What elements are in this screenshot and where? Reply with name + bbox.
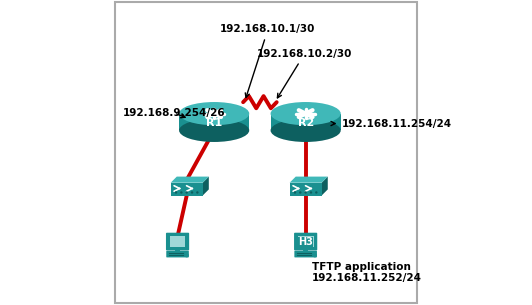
Polygon shape <box>171 177 209 183</box>
Circle shape <box>299 191 302 194</box>
FancyBboxPatch shape <box>294 233 317 250</box>
Ellipse shape <box>179 102 249 125</box>
Text: TFTP application
192.168.11.252/24: TFTP application 192.168.11.252/24 <box>312 262 422 283</box>
Circle shape <box>185 253 189 257</box>
FancyBboxPatch shape <box>289 183 322 196</box>
FancyBboxPatch shape <box>294 251 317 257</box>
Circle shape <box>175 191 177 194</box>
Circle shape <box>315 191 318 194</box>
FancyBboxPatch shape <box>175 249 180 253</box>
Text: 192.168.9.254/26: 192.168.9.254/26 <box>123 108 225 118</box>
Ellipse shape <box>271 102 340 125</box>
Circle shape <box>180 191 182 194</box>
FancyBboxPatch shape <box>298 236 313 247</box>
Circle shape <box>186 191 188 194</box>
Circle shape <box>294 191 296 194</box>
Ellipse shape <box>271 119 340 142</box>
Text: 192.168.11.254/24: 192.168.11.254/24 <box>331 119 452 128</box>
Circle shape <box>310 191 312 194</box>
FancyBboxPatch shape <box>166 233 189 250</box>
FancyBboxPatch shape <box>179 113 249 131</box>
FancyBboxPatch shape <box>171 183 203 196</box>
Circle shape <box>304 191 307 194</box>
Text: 192.168.10.1/30: 192.168.10.1/30 <box>220 24 315 97</box>
Polygon shape <box>322 177 328 196</box>
Polygon shape <box>289 177 328 183</box>
Text: 192.168.10.2/30: 192.168.10.2/30 <box>257 49 352 98</box>
FancyBboxPatch shape <box>115 2 417 303</box>
FancyBboxPatch shape <box>271 113 340 131</box>
Circle shape <box>313 253 317 257</box>
Polygon shape <box>203 177 209 196</box>
FancyBboxPatch shape <box>167 251 189 257</box>
Ellipse shape <box>179 119 249 142</box>
Text: R1: R1 <box>206 118 222 128</box>
FancyBboxPatch shape <box>303 249 309 253</box>
FancyBboxPatch shape <box>170 236 186 247</box>
Text: R2: R2 <box>297 118 314 128</box>
Circle shape <box>191 191 193 194</box>
Circle shape <box>196 191 198 194</box>
Text: H3: H3 <box>298 237 313 246</box>
